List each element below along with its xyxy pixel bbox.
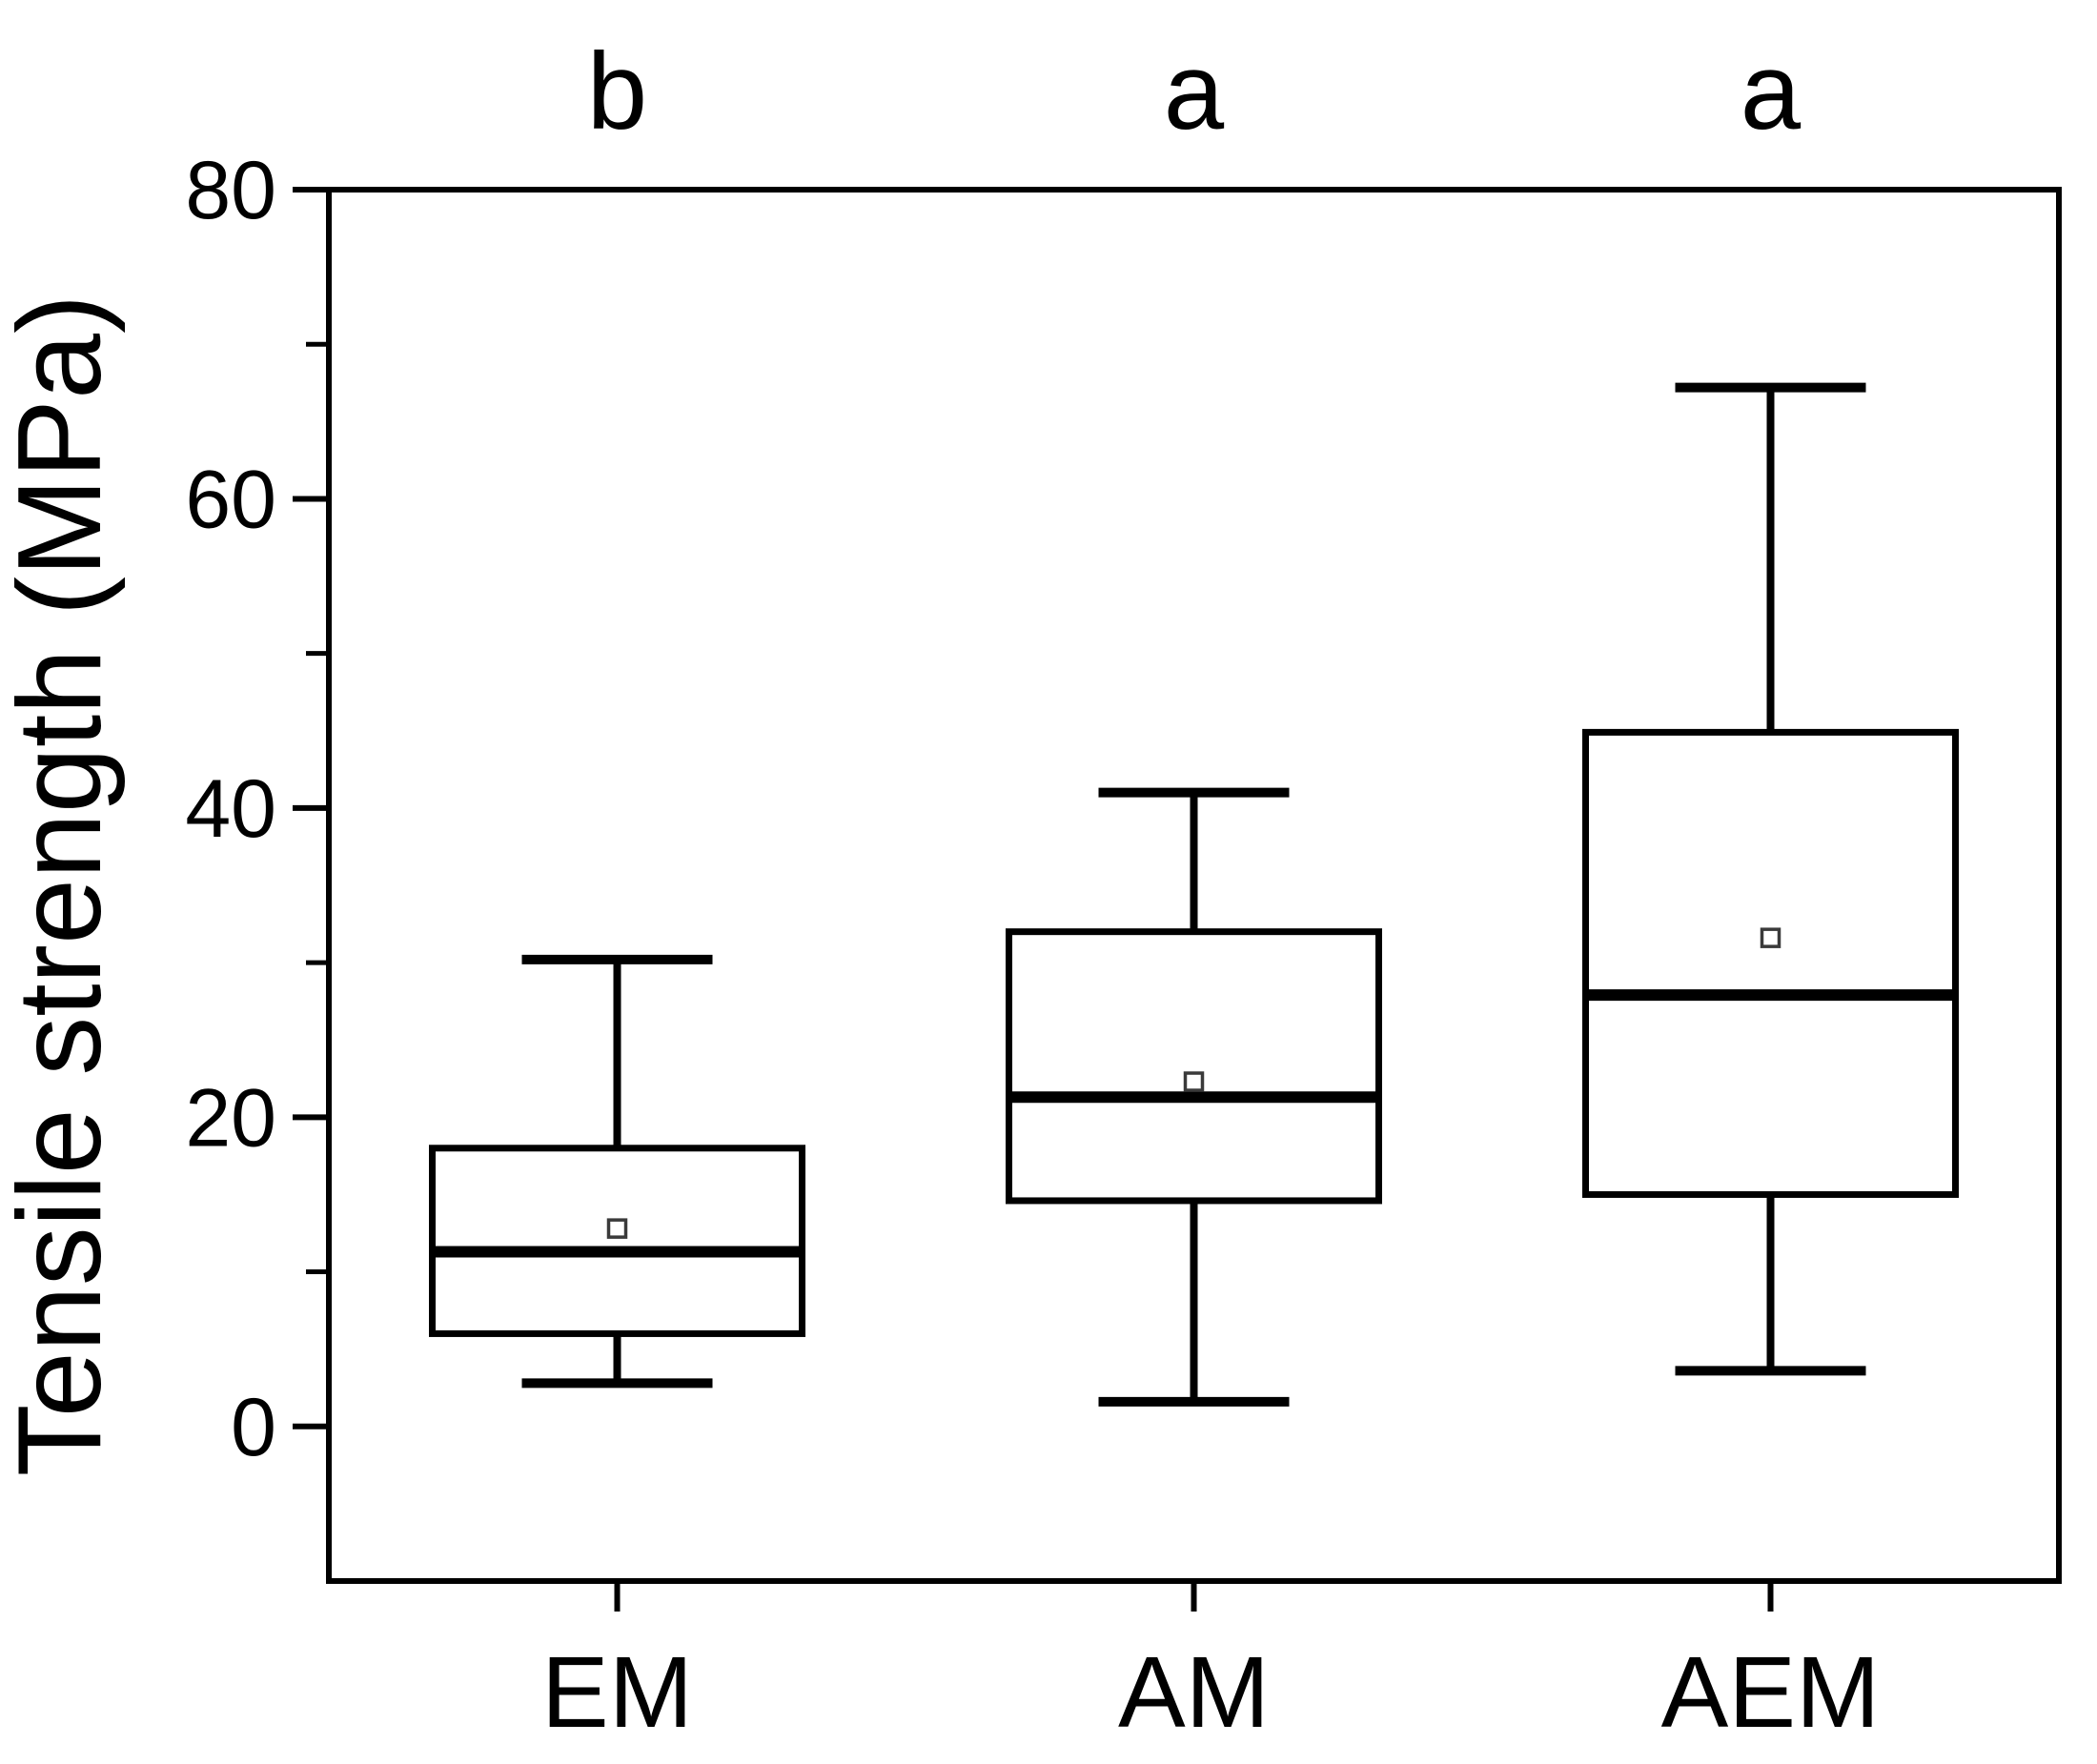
y-tick-label: 20: [185, 1072, 276, 1164]
box-iqr: [1006, 928, 1382, 1205]
x-axis: EM AM AEM: [541, 1581, 1880, 1749]
y-tick-label: 60: [185, 454, 276, 545]
y-axis-title: Tensile strength (MPa): [0, 294, 126, 1476]
box-iqr: [429, 1145, 805, 1337]
y-tick-label: 80: [185, 145, 276, 236]
significance-letter: a: [1741, 31, 1802, 152]
y-axis: 0 20 40 60 80: [185, 145, 329, 1473]
x-category-label: AM: [1118, 1636, 1270, 1749]
significance-letter: b: [587, 31, 647, 152]
x-category-label: EM: [541, 1636, 693, 1749]
box-series: [429, 382, 1959, 1407]
y-tick-label: 40: [185, 763, 276, 855]
mean-marker: [1183, 1071, 1205, 1092]
boxplot-AEM: [1582, 382, 1959, 1376]
x-category-label: AEM: [1661, 1636, 1881, 1749]
boxplot-EM: [429, 954, 805, 1389]
box-iqr: [1582, 728, 1959, 1198]
boxplot-AM: [1006, 787, 1382, 1407]
mean-marker: [606, 1218, 628, 1239]
mean-marker: [1760, 927, 1781, 948]
significance-letter: a: [1164, 31, 1225, 152]
y-tick-label: 0: [231, 1382, 276, 1473]
